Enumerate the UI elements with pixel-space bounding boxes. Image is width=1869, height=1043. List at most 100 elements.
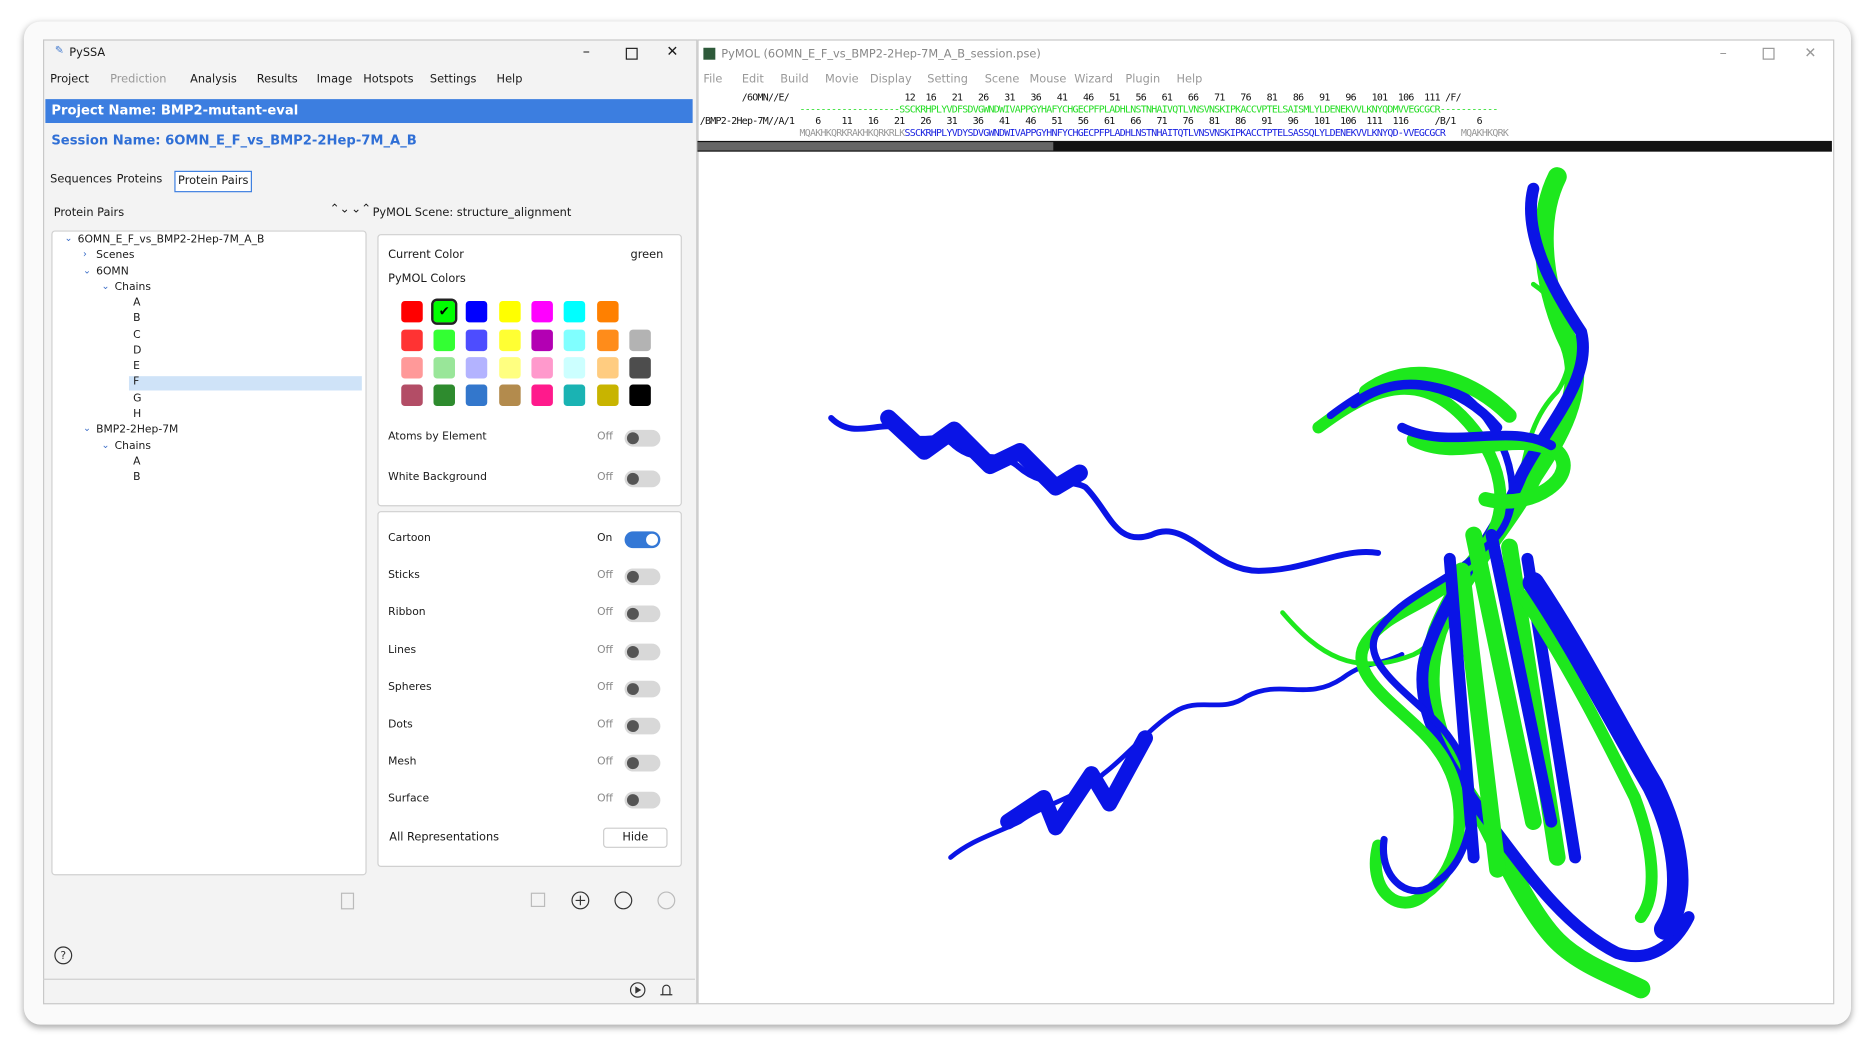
pymol-menu-item[interactable]: Help	[1176, 72, 1203, 86]
minimize-button[interactable]: –	[582, 42, 590, 60]
menu-item[interactable]: Prediction	[110, 72, 167, 86]
color-swatch[interactable]	[433, 329, 455, 352]
tree-item[interactable]: H	[133, 408, 142, 421]
tree-arrow[interactable]: ⌄	[64, 232, 73, 244]
pymol-menu-item[interactable]: Scene	[984, 72, 1020, 86]
color-swatch[interactable]	[531, 300, 553, 323]
tree-item[interactable]: Scenes	[96, 249, 135, 262]
toggle-switch[interactable]	[624, 470, 661, 488]
toggle-switch[interactable]	[624, 791, 661, 809]
color-swatch[interactable]	[499, 357, 521, 379]
bell-icon[interactable]	[660, 984, 673, 996]
pymol-menu-item[interactable]: Setting	[927, 72, 968, 86]
color-swatch[interactable]	[465, 384, 488, 407]
toggle-switch[interactable]	[624, 680, 661, 698]
maximize-button[interactable]	[625, 47, 638, 60]
collapse-all-button[interactable]: ⌄⌃	[351, 203, 372, 217]
pymol-menu-item[interactable]: Build	[780, 72, 809, 86]
menu-item[interactable]: Image	[316, 72, 353, 86]
color-swatch[interactable]	[401, 357, 423, 379]
color-swatch[interactable]	[563, 357, 586, 379]
color-swatch[interactable]	[465, 357, 488, 379]
tree-item[interactable]: Chains	[114, 281, 151, 294]
tree-item[interactable]: D	[133, 344, 142, 357]
tree-arrow[interactable]: ⌄	[82, 423, 92, 434]
tree-item[interactable]: G	[133, 392, 142, 405]
color-swatch[interactable]	[465, 329, 488, 352]
color-swatch[interactable]	[433, 357, 455, 379]
menu-item[interactable]: Results	[256, 72, 298, 86]
menu-item[interactable]: Help	[496, 72, 523, 86]
toggle-switch[interactable]	[624, 717, 661, 735]
tree-arrow[interactable]: ⌄	[101, 438, 110, 450]
pymol-menu-item[interactable]: File	[703, 72, 723, 86]
toggle-switch[interactable]	[624, 429, 661, 447]
color-swatch[interactable]	[433, 384, 455, 407]
help-icon[interactable]	[54, 946, 73, 965]
pymol-menu-item[interactable]: Display	[869, 72, 912, 86]
pymol-menu-item[interactable]: Movie	[825, 72, 859, 86]
tree-item[interactable]: A	[133, 455, 141, 468]
color-swatch[interactable]	[563, 300, 586, 323]
expand-all-button[interactable]: ⌃⌄	[329, 203, 350, 217]
sync-icon[interactable]	[614, 891, 633, 910]
pymol-maximize[interactable]	[1762, 47, 1775, 60]
toggle-switch[interactable]	[624, 568, 661, 586]
color-swatch[interactable]	[597, 329, 619, 352]
tree-item[interactable]: C	[133, 329, 141, 342]
tab[interactable]: Sequences	[50, 173, 113, 187]
color-swatch[interactable]	[597, 384, 619, 407]
menu-item[interactable]: Project	[50, 72, 89, 86]
toggle-switch[interactable]	[624, 754, 661, 772]
color-swatch[interactable]	[401, 329, 423, 352]
add-icon[interactable]	[571, 891, 590, 910]
pymol-menu-item[interactable]: Plugin	[1125, 72, 1161, 86]
color-swatch[interactable]	[401, 384, 423, 407]
tree-item[interactable]: B	[133, 471, 141, 484]
color-swatch[interactable]	[499, 300, 521, 323]
menu-item[interactable]: Analysis	[190, 72, 237, 86]
molecule-viewport[interactable]	[697, 153, 1831, 1001]
menu-item[interactable]: Settings	[429, 72, 477, 86]
color-swatch[interactable]	[563, 329, 586, 352]
pymol-minimize[interactable]: –	[1719, 44, 1727, 61]
color-swatch[interactable]	[465, 300, 488, 323]
pymol-close[interactable]: ✕	[1804, 44, 1817, 61]
delete-icon[interactable]	[657, 891, 676, 910]
color-swatch[interactable]	[597, 300, 619, 323]
tab[interactable]: Proteins	[116, 173, 163, 187]
tree-arrow[interactable]: ›	[82, 248, 87, 260]
color-swatch[interactable]	[499, 384, 521, 407]
toggle-switch[interactable]	[624, 605, 661, 623]
color-swatch[interactable]	[629, 357, 651, 379]
pymol-menu-item[interactable]: Edit	[741, 72, 764, 86]
scroll-thumb[interactable]	[697, 142, 1054, 151]
color-swatch[interactable]	[563, 384, 586, 407]
tree-item[interactable]: E	[133, 360, 140, 373]
tree-item[interactable]: BMP2-2Hep-7M	[96, 424, 179, 437]
color-swatch[interactable]	[629, 384, 651, 407]
color-swatch[interactable]	[499, 329, 521, 352]
pymol-menu-item[interactable]: Mouse	[1029, 72, 1067, 86]
tree-item[interactable]: 6OMN	[96, 265, 129, 278]
close-button[interactable]: ✕	[666, 42, 679, 60]
color-swatch[interactable]	[401, 300, 423, 323]
tree-arrow[interactable]: ⌄	[82, 264, 92, 276]
pymol-menu-item[interactable]: Wizard	[1074, 72, 1113, 86]
tree-item[interactable]: A	[133, 297, 141, 310]
tree-item[interactable]: 6OMN_E_F_vs_BMP2-2Hep-7M_A_B	[77, 234, 265, 247]
tree-item[interactable]: Chains	[114, 440, 151, 453]
tree-arrow[interactable]: ⌄	[101, 280, 110, 292]
hide-button[interactable]: Hide	[603, 827, 668, 848]
color-swatch[interactable]	[629, 329, 651, 352]
tree-item[interactable]: F	[133, 376, 140, 389]
color-swatch[interactable]	[531, 329, 553, 352]
color-swatch[interactable]	[597, 357, 619, 379]
tree-item[interactable]: B	[133, 313, 141, 326]
export-icon[interactable]	[530, 892, 546, 907]
color-swatch[interactable]	[531, 384, 553, 407]
tab[interactable]: Protein Pairs	[174, 170, 253, 193]
open-icon[interactable]	[340, 892, 355, 910]
color-swatch[interactable]: ✔	[431, 298, 458, 325]
toggle-switch[interactable]	[624, 531, 661, 549]
